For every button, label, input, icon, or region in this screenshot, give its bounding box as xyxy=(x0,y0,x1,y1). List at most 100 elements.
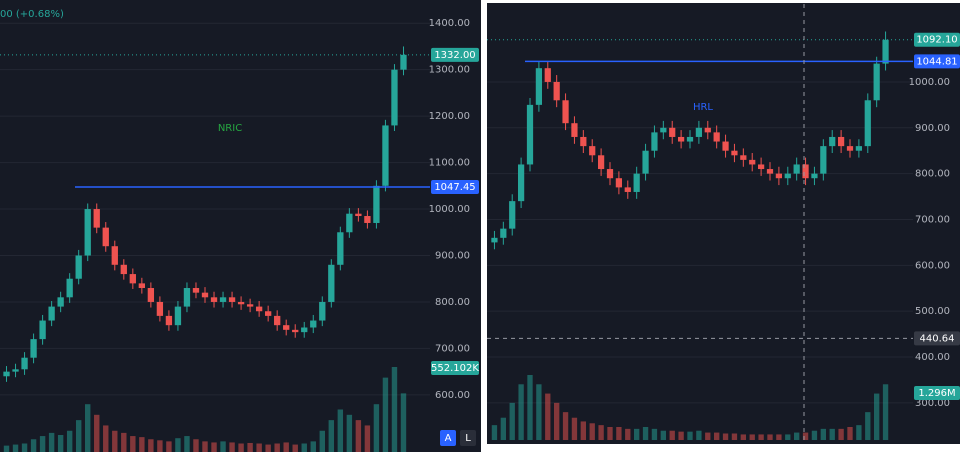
volume-bar xyxy=(247,442,253,452)
volume-bar xyxy=(256,443,262,452)
volume-bar xyxy=(829,428,835,440)
candle-body xyxy=(382,125,389,186)
volume-bar xyxy=(811,430,818,440)
volume-bar xyxy=(229,442,235,452)
volume-bar xyxy=(705,432,711,440)
y-tick-label: 500.00 xyxy=(915,306,950,317)
volume-bar xyxy=(554,402,560,440)
hline-label: 1047.45 xyxy=(434,182,475,193)
volume-bar xyxy=(30,439,37,452)
candle-body xyxy=(147,288,155,302)
candle-body xyxy=(328,264,335,302)
candle-body xyxy=(562,100,569,124)
volume-bar xyxy=(157,440,163,452)
volume-bar xyxy=(39,436,46,452)
volume-bar xyxy=(121,432,127,452)
candle-body xyxy=(526,104,534,165)
candle-body xyxy=(571,123,578,137)
volume-bar xyxy=(562,412,569,440)
last-price-label: 1092.10 xyxy=(916,35,957,46)
hline-tag xyxy=(431,180,479,195)
candle-body xyxy=(553,81,560,101)
candle-body xyxy=(75,255,82,279)
candle-body xyxy=(544,68,551,82)
candle-body xyxy=(219,297,227,302)
volume-bar xyxy=(491,425,498,440)
volume-bar xyxy=(616,427,622,440)
candle-body xyxy=(491,237,498,243)
volume-bar xyxy=(75,420,82,452)
volume-bar xyxy=(598,425,604,440)
last-price-tag xyxy=(431,47,479,62)
candle-body xyxy=(749,159,756,165)
candle-body xyxy=(722,141,729,151)
volume-bar xyxy=(678,431,684,440)
candle-body xyxy=(30,339,37,358)
scale-button[interactable] xyxy=(460,430,476,446)
candle-body xyxy=(855,146,862,151)
candle-body xyxy=(174,306,182,326)
volume-bar xyxy=(580,421,586,440)
volume-bar xyxy=(220,441,226,452)
volume-bar xyxy=(500,417,506,440)
chart-title: HRL xyxy=(693,102,713,113)
candle-body xyxy=(264,311,272,316)
candle-body xyxy=(660,127,667,133)
volume-bar xyxy=(3,445,10,452)
y-tick-label: 700.00 xyxy=(915,214,950,225)
scale-button-label[interactable]: L xyxy=(465,433,471,444)
volume-bar xyxy=(731,433,738,440)
candle-body xyxy=(138,283,146,289)
candle-body xyxy=(580,136,587,147)
volume-bar xyxy=(166,441,172,452)
y-tick-label: 900.00 xyxy=(435,250,470,261)
candle-body xyxy=(93,209,100,228)
volume-bar xyxy=(21,443,28,452)
candle-body xyxy=(615,178,622,188)
candle-body xyxy=(255,306,263,312)
candle-body xyxy=(84,209,91,256)
volume-label: 552.102K xyxy=(431,363,479,374)
candle-body xyxy=(57,297,64,307)
candle-body xyxy=(740,155,747,160)
candle-body xyxy=(589,146,596,156)
y-tick-label: 400.00 xyxy=(915,352,950,363)
crosshair-label: 440.64 xyxy=(920,333,955,344)
volume-bar xyxy=(509,402,515,440)
volume-bar xyxy=(103,425,109,452)
volume-bar xyxy=(696,430,702,440)
candle-body xyxy=(364,216,371,223)
volume-bar xyxy=(337,409,344,452)
candle-body xyxy=(355,213,362,217)
candle-body xyxy=(829,136,836,147)
volume-tag xyxy=(914,386,960,400)
header-text: 00 (+0.68%) xyxy=(0,9,64,20)
volume-bar xyxy=(48,432,55,452)
volume-bar xyxy=(184,436,190,452)
candle-body xyxy=(400,54,407,70)
candle-body xyxy=(713,132,720,142)
y-tick-label: 900.00 xyxy=(915,123,950,134)
scale-button[interactable] xyxy=(440,430,456,446)
y-tick-label: 800.00 xyxy=(915,169,950,180)
candle-body xyxy=(102,227,109,247)
scale-button-label[interactable]: A xyxy=(445,433,452,444)
candle-body xyxy=(758,164,765,170)
volume-bar xyxy=(283,442,289,452)
y-tick-label: 1000.00 xyxy=(429,204,470,215)
candle-body xyxy=(509,201,516,229)
volume-bar xyxy=(265,444,271,452)
volume-bar xyxy=(346,414,353,452)
candle-body xyxy=(48,306,55,321)
volume-bar xyxy=(536,384,542,440)
candle-body xyxy=(337,232,344,265)
candle-body xyxy=(228,297,236,302)
volume-bar xyxy=(545,393,551,440)
volume-bar xyxy=(112,430,118,452)
volume-bar xyxy=(714,432,720,440)
volume-bar xyxy=(301,443,307,452)
candle-body xyxy=(793,164,800,174)
volume-bar xyxy=(238,443,244,452)
volume-label: 1.296M xyxy=(918,388,955,399)
